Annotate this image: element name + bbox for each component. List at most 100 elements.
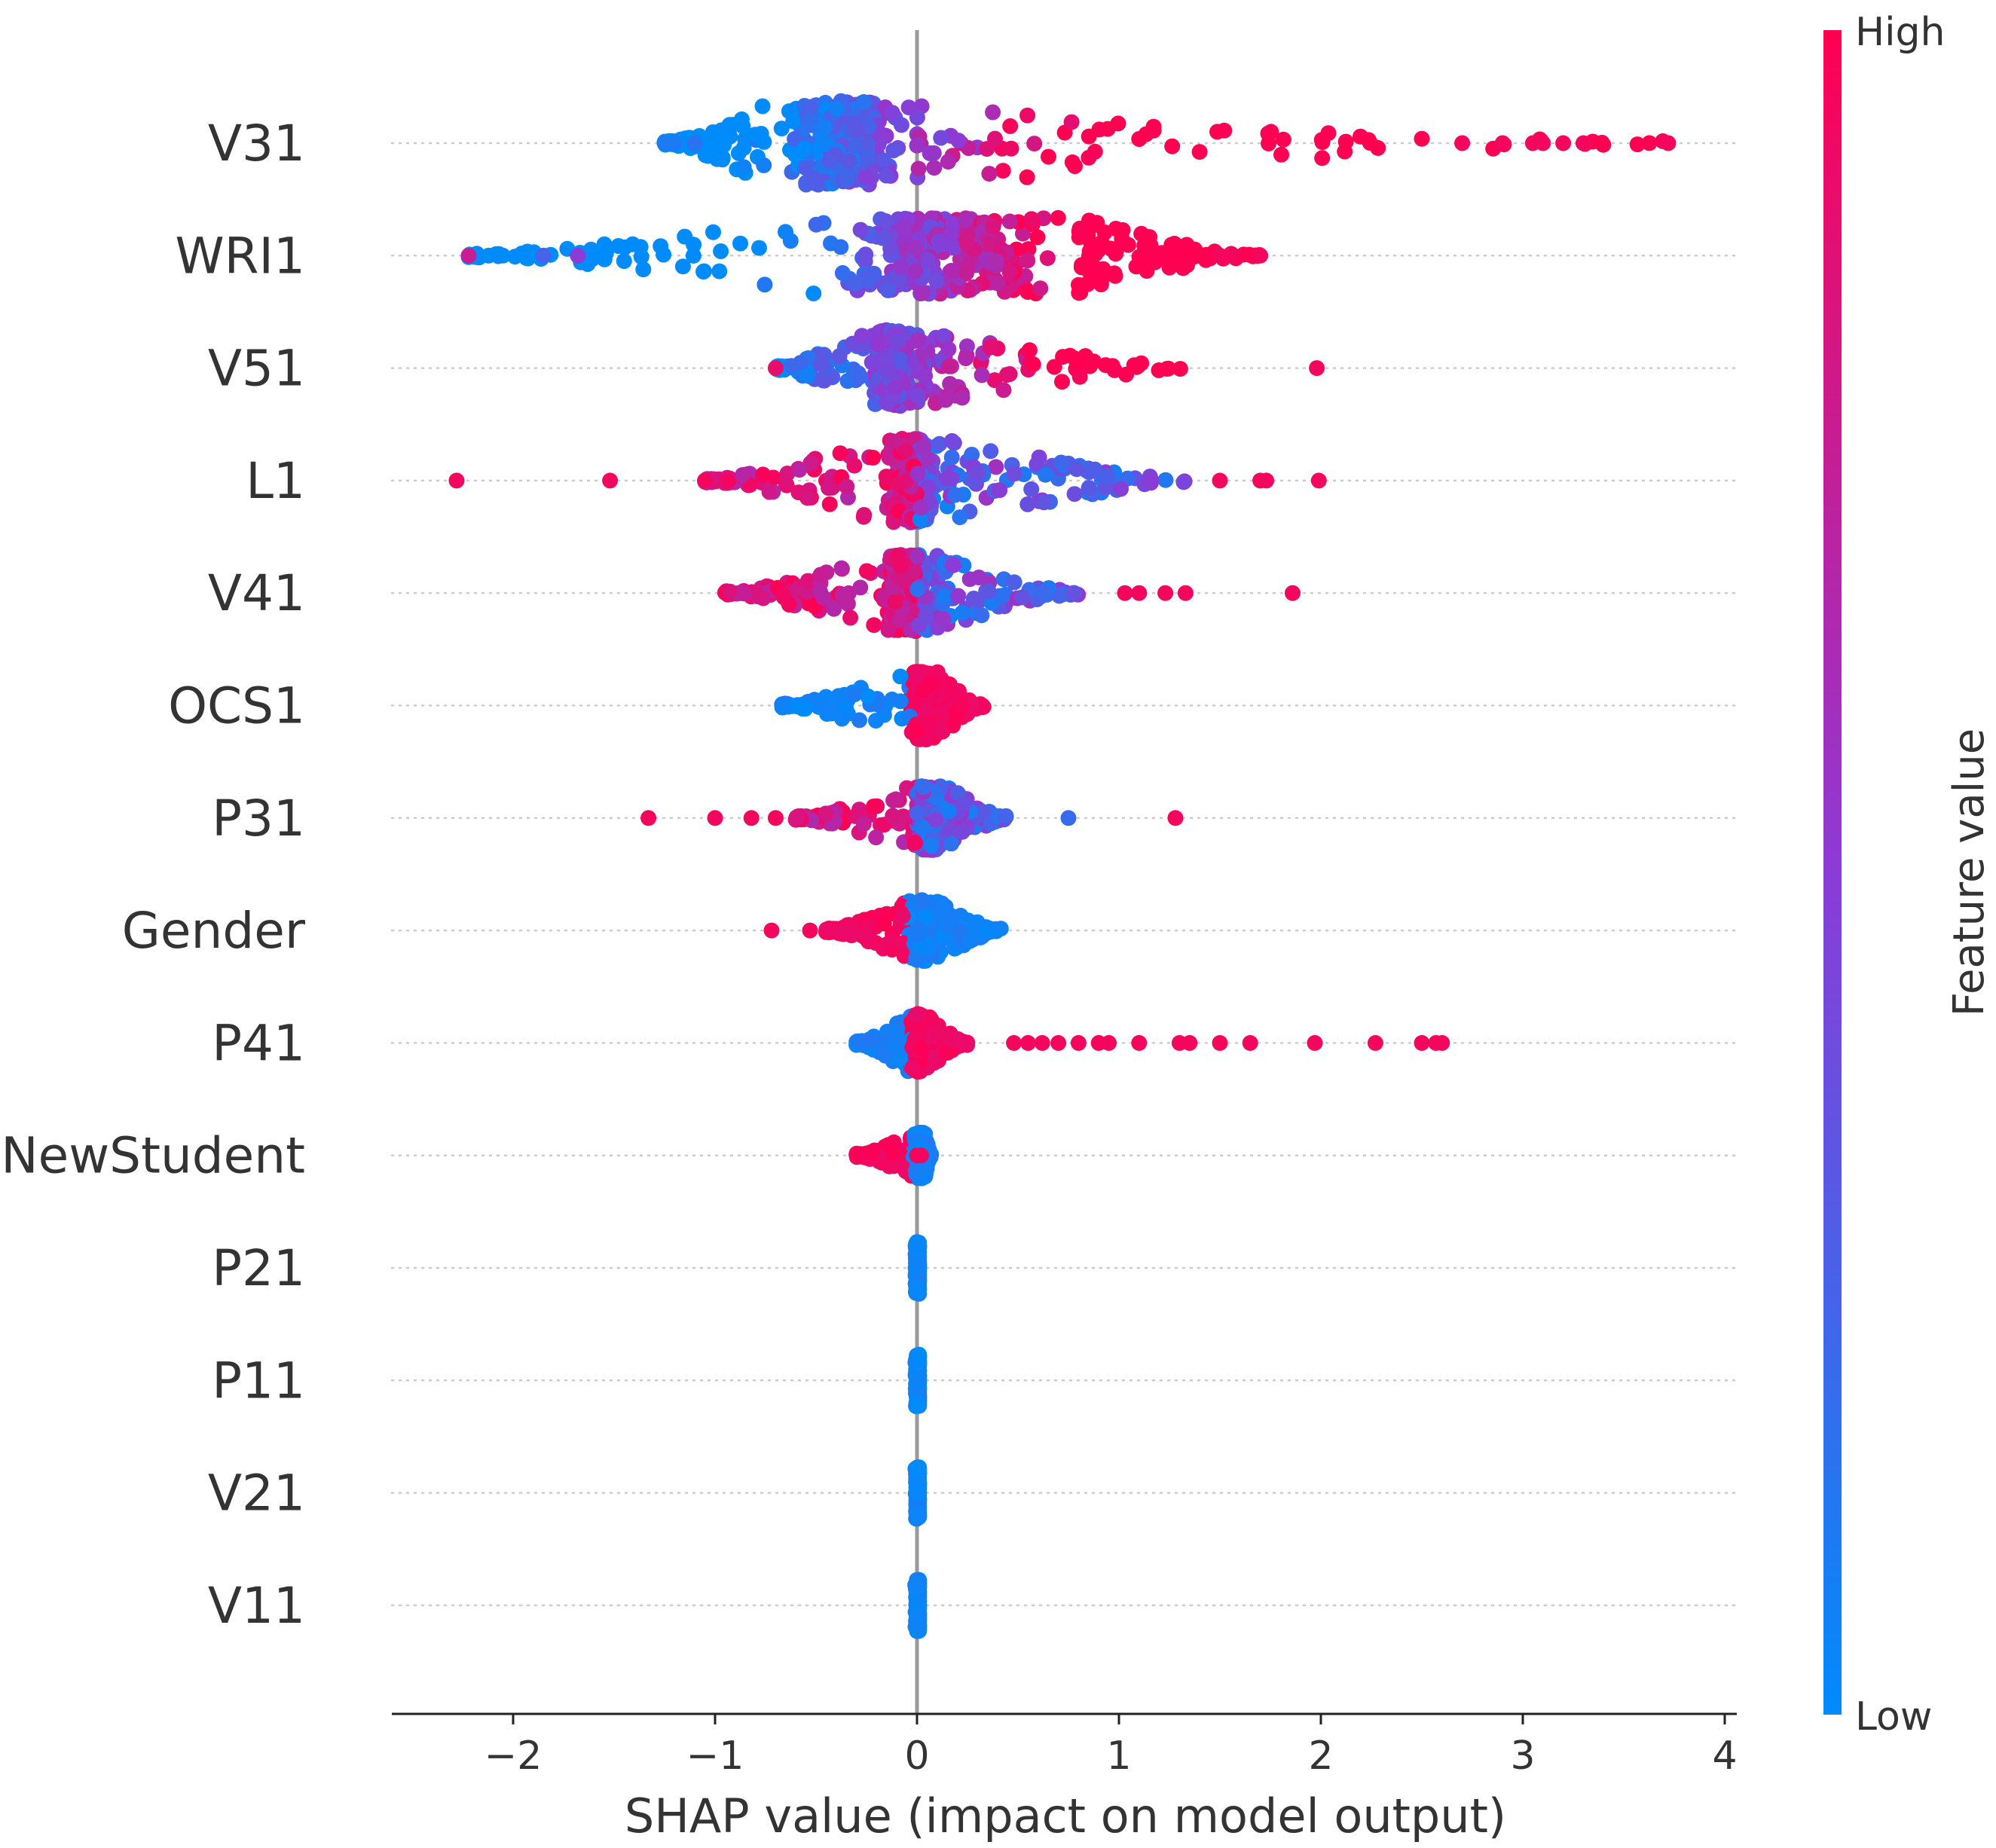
- shap-point: [852, 579, 869, 596]
- shap-point: [911, 926, 928, 942]
- shap-point: [918, 909, 934, 925]
- shap-point: [928, 273, 945, 289]
- shap-point: [846, 457, 863, 474]
- shap-point: [1006, 574, 1022, 591]
- shap-point: [713, 243, 729, 259]
- shap-point: [846, 686, 863, 703]
- shap-outlier-point: [1060, 810, 1077, 826]
- shap-point: [1055, 349, 1071, 365]
- x-tick-label: 2: [1308, 1733, 1333, 1779]
- shap-point: [616, 253, 632, 269]
- feature-label: V31: [208, 115, 305, 173]
- shap-point: [913, 819, 930, 835]
- shap-point: [812, 567, 829, 583]
- shap-point: [889, 334, 906, 350]
- shap-point: [884, 105, 900, 121]
- shap-outlier-point: [1535, 135, 1551, 151]
- shap-point: [987, 130, 1003, 147]
- shap-point: [958, 350, 974, 367]
- shap-outlier-point: [767, 810, 784, 826]
- shap-point: [926, 160, 943, 176]
- shap-point: [952, 509, 968, 526]
- shap-point: [915, 779, 932, 796]
- feature-label: V21: [208, 1465, 305, 1523]
- shap-point: [1029, 229, 1046, 246]
- shap-point: [818, 806, 834, 823]
- shap-point: [876, 915, 892, 932]
- shap-point: [1006, 466, 1022, 482]
- shap-point: [988, 252, 1004, 269]
- shap-point: [915, 894, 931, 911]
- shap-point: [778, 224, 793, 240]
- shap-point: [887, 594, 903, 610]
- shap-point: [958, 264, 974, 281]
- shap-point: [970, 570, 987, 585]
- shap-point: [812, 356, 829, 372]
- shap-point: [792, 355, 808, 371]
- shap-outlier-point: [1212, 472, 1228, 489]
- shap-point: [980, 583, 997, 600]
- shap-point: [878, 167, 894, 184]
- colorbar-title: Feature value: [1945, 729, 1994, 1016]
- feature-points-v31: [656, 93, 1677, 193]
- shap-point: [855, 509, 872, 525]
- shap-point: [685, 247, 702, 264]
- shap-outlier-point: [666, 135, 683, 151]
- x-axis: −2 −1 0 1 2 3 4: [392, 1712, 1738, 1779]
- shap-point: [834, 586, 851, 603]
- shap-point: [821, 480, 837, 496]
- shap-point: [909, 805, 925, 821]
- shap-point: [857, 926, 874, 942]
- shap-point: [812, 696, 828, 712]
- shap-point: [761, 484, 778, 500]
- shap-point: [805, 286, 822, 301]
- shap-outlier-point: [1050, 1034, 1067, 1051]
- shap-point: [1071, 223, 1087, 240]
- feature-label: V41: [208, 564, 305, 622]
- shap-point: [881, 364, 897, 380]
- shap-point: [985, 104, 1001, 121]
- shap-point: [1020, 241, 1037, 258]
- shap-point: [865, 1144, 881, 1161]
- shap-point: [941, 1031, 958, 1047]
- shap-point: [1001, 264, 1018, 280]
- shap-point: [705, 124, 721, 140]
- shap-point: [912, 499, 929, 516]
- shap-point: [891, 570, 907, 586]
- shap-point: [1083, 236, 1099, 252]
- shap-point: [1014, 589, 1031, 606]
- shap-point: [909, 1506, 925, 1523]
- shap-point: [939, 470, 955, 487]
- shap-point: [787, 130, 803, 147]
- colorbar-high-label: High: [1855, 10, 1946, 55]
- shap-point: [946, 240, 961, 256]
- shap-point: [943, 227, 959, 243]
- shap-point: [940, 341, 957, 357]
- shap-point: [1019, 252, 1036, 269]
- shap-point: [1086, 353, 1102, 370]
- shap-point: [928, 811, 944, 828]
- shap-point: [1064, 154, 1081, 170]
- shap-point: [1260, 125, 1276, 142]
- shap-point: [1035, 585, 1052, 601]
- shap-point: [848, 137, 864, 154]
- feature-label: P41: [212, 1014, 305, 1072]
- shap-point: [852, 221, 869, 238]
- shap-point: [831, 348, 848, 365]
- shap-point: [705, 224, 721, 240]
- shap-point: [941, 358, 958, 374]
- shap-point: [779, 466, 796, 481]
- shap-point: [900, 99, 917, 116]
- shap-point: [848, 276, 864, 292]
- shap-point: [1096, 224, 1113, 240]
- x-tick-label: 3: [1510, 1733, 1535, 1779]
- shap-point: [894, 908, 911, 924]
- shap-point: [724, 117, 741, 133]
- shap-point: [876, 152, 891, 169]
- feature-label: OCS1: [168, 677, 305, 735]
- shap-point: [1128, 359, 1145, 375]
- feature-label: NewStudent: [1, 1127, 305, 1185]
- shap-point: [919, 251, 936, 267]
- shap-point: [1081, 480, 1097, 496]
- shap-point: [877, 213, 894, 229]
